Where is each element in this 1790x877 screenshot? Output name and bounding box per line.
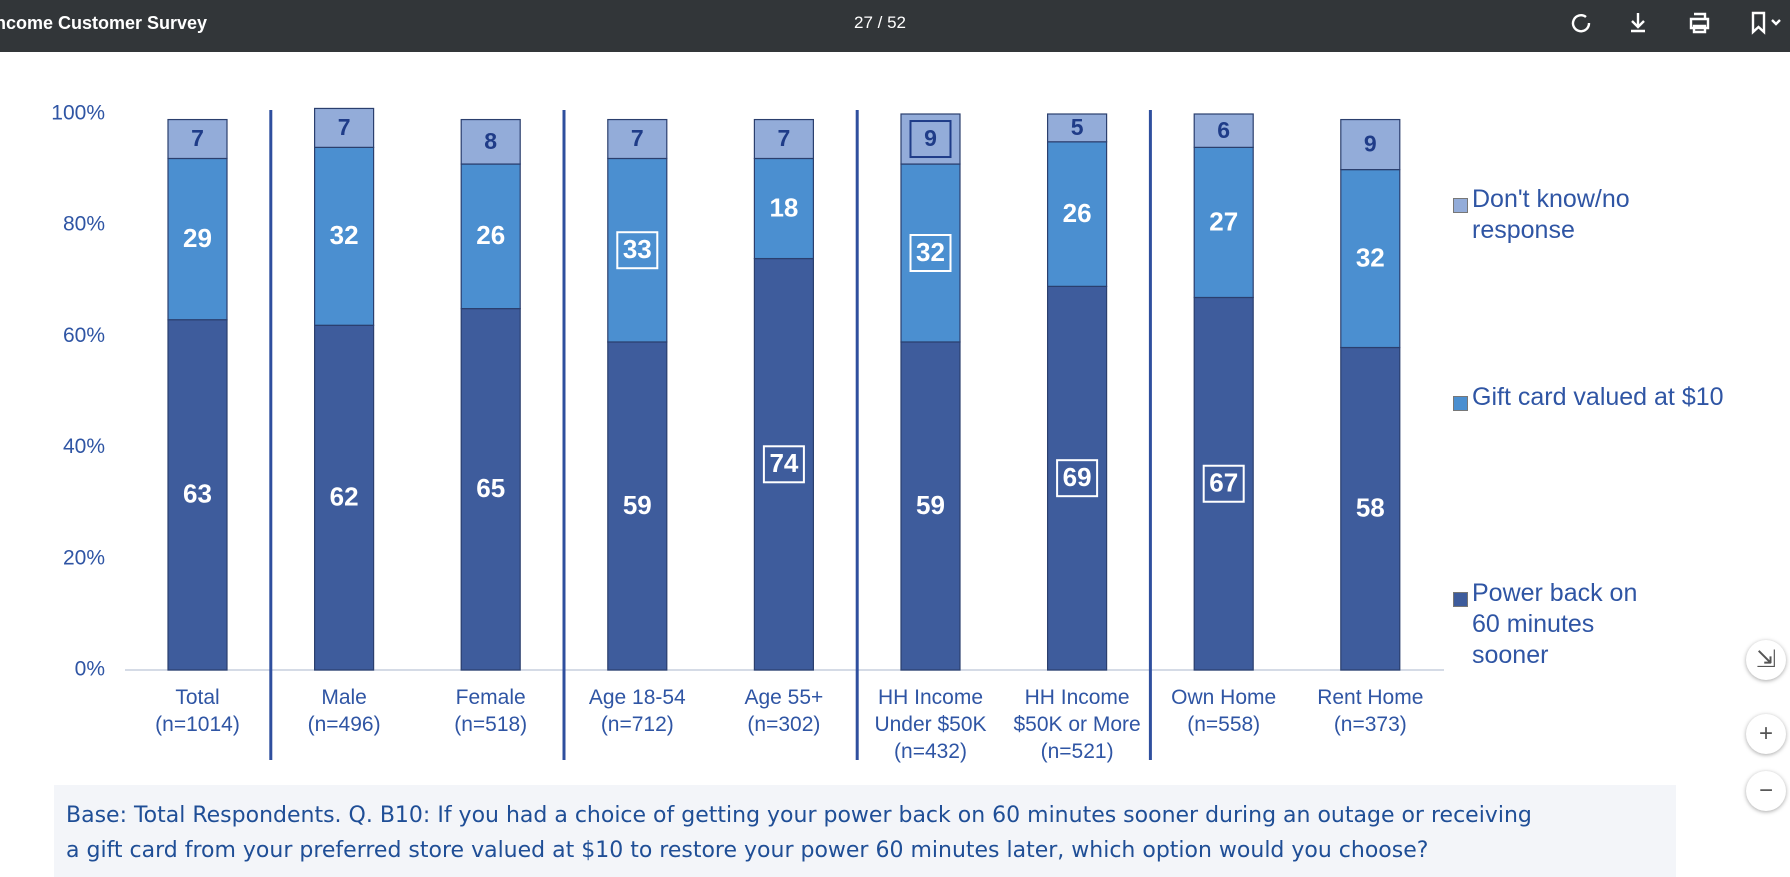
- value-label: 26: [1063, 198, 1092, 228]
- value-label: 32: [1356, 242, 1385, 272]
- x-tick-label: Female (n=518): [454, 686, 528, 736]
- value-label: 18: [769, 192, 798, 222]
- value-label: 63: [183, 479, 212, 509]
- bar-segment: [607, 118, 668, 160]
- bar-segment: [460, 118, 521, 165]
- bar-segment: [1340, 118, 1401, 171]
- bar-segment: [167, 319, 228, 671]
- y-tick-label: 60%: [63, 324, 105, 347]
- toolbar: Income Customer Survey 27 / 52: [0, 0, 1790, 52]
- footnote-line: a gift card from your preferred store va…: [66, 838, 1429, 863]
- value-label: 7: [631, 125, 644, 151]
- value-label: 69: [1063, 462, 1092, 492]
- value-label: 9: [1364, 131, 1377, 157]
- value-label: 7: [338, 114, 351, 140]
- y-tick-label: 100%: [51, 102, 105, 125]
- highlight-box: [1056, 459, 1099, 498]
- bar-segment: [1193, 113, 1254, 148]
- value-label: 33: [623, 234, 652, 264]
- legend-label: Power back on 60 minutes sooner: [1472, 579, 1638, 669]
- value-label: 65: [476, 473, 505, 503]
- value-label: 5: [1071, 114, 1084, 140]
- bar-segment: [1046, 141, 1108, 287]
- more-icon[interactable]: [1771, 19, 1781, 26]
- legend-label: Don't know/no response: [1472, 185, 1630, 244]
- x-tick-label: Age 55+ (n=302): [744, 686, 824, 736]
- bar-segment: [1193, 146, 1254, 299]
- footnote-line: Base: Total Respondents. Q. B10: If you …: [66, 803, 1532, 828]
- value-label: 8: [484, 128, 497, 154]
- print-icon[interactable]: [1689, 12, 1710, 34]
- value-label: 32: [916, 237, 945, 267]
- value-label: 58: [1356, 493, 1385, 523]
- value-label: 7: [778, 125, 791, 151]
- download-icon[interactable]: [1631, 13, 1645, 33]
- value-label: 6: [1217, 117, 1230, 143]
- bar-segment: [900, 341, 961, 671]
- x-tick-label: Total (n=1014): [155, 686, 240, 736]
- x-tick-label: Rent Home (n=373): [1317, 686, 1424, 736]
- highlight-box: [909, 120, 952, 159]
- value-label: 74: [769, 448, 798, 478]
- highlight-box: [762, 445, 805, 484]
- value-label: 29: [183, 223, 212, 253]
- value-label: 9: [924, 125, 937, 151]
- bar-segment: [753, 157, 815, 260]
- highlight-box: [909, 234, 952, 272]
- x-tick-label: Male (n=496): [307, 686, 381, 736]
- x-tick-label: Own Home (n=558): [1171, 686, 1277, 736]
- y-tick-label: 80%: [63, 213, 105, 236]
- legend-label: Gift card valued at $10: [1472, 383, 1724, 411]
- value-label: 27: [1209, 206, 1238, 236]
- x-tick-label: Age 18-54 (n=712): [588, 686, 686, 736]
- legend-swatch: [1453, 396, 1468, 411]
- bar-segment: [314, 107, 375, 148]
- bar-segment: [314, 324, 375, 671]
- toolbar-icons: [1571, 11, 1781, 35]
- bar-segment: [167, 118, 228, 160]
- rotate-icon[interactable]: [1571, 14, 1591, 33]
- zoom-in-button[interactable]: +: [1746, 714, 1786, 754]
- bar-segment: [1340, 346, 1401, 671]
- value-label: 26: [476, 220, 505, 250]
- bar-segment: [753, 118, 815, 160]
- x-tick-label: HH Income Under $50K (n=432): [874, 686, 987, 763]
- highlight-box: [1202, 464, 1245, 503]
- page-indicator: 27 / 52: [854, 13, 906, 32]
- y-tick-label: 0%: [75, 658, 105, 681]
- value-label: 32: [330, 220, 359, 250]
- highlight-box: [616, 231, 659, 270]
- x-tick-label: HH Income $50K or More (n=521): [1013, 686, 1141, 763]
- zoom-out-button[interactable]: −: [1746, 771, 1786, 811]
- value-label: 59: [916, 490, 945, 520]
- value-label: 62: [330, 482, 359, 512]
- footnote-box: Base: Total Respondents. Q. B10: If you …: [54, 785, 1676, 877]
- bar-segment: [607, 341, 668, 671]
- bar-segment: [1046, 113, 1108, 143]
- document-title: Income Customer Survey: [0, 13, 208, 33]
- value-label: 67: [1209, 468, 1238, 498]
- bar-segment: [460, 163, 521, 310]
- legend-swatch: [1453, 198, 1468, 213]
- y-tick-label: 20%: [63, 546, 105, 569]
- value-label: 7: [191, 125, 204, 151]
- fit-button[interactable]: ⇲: [1746, 640, 1786, 680]
- value-label: 59: [623, 490, 652, 520]
- legend-swatch: [1453, 592, 1468, 607]
- bookmark-icon[interactable]: [1751, 11, 1766, 35]
- y-tick-label: 40%: [63, 435, 105, 458]
